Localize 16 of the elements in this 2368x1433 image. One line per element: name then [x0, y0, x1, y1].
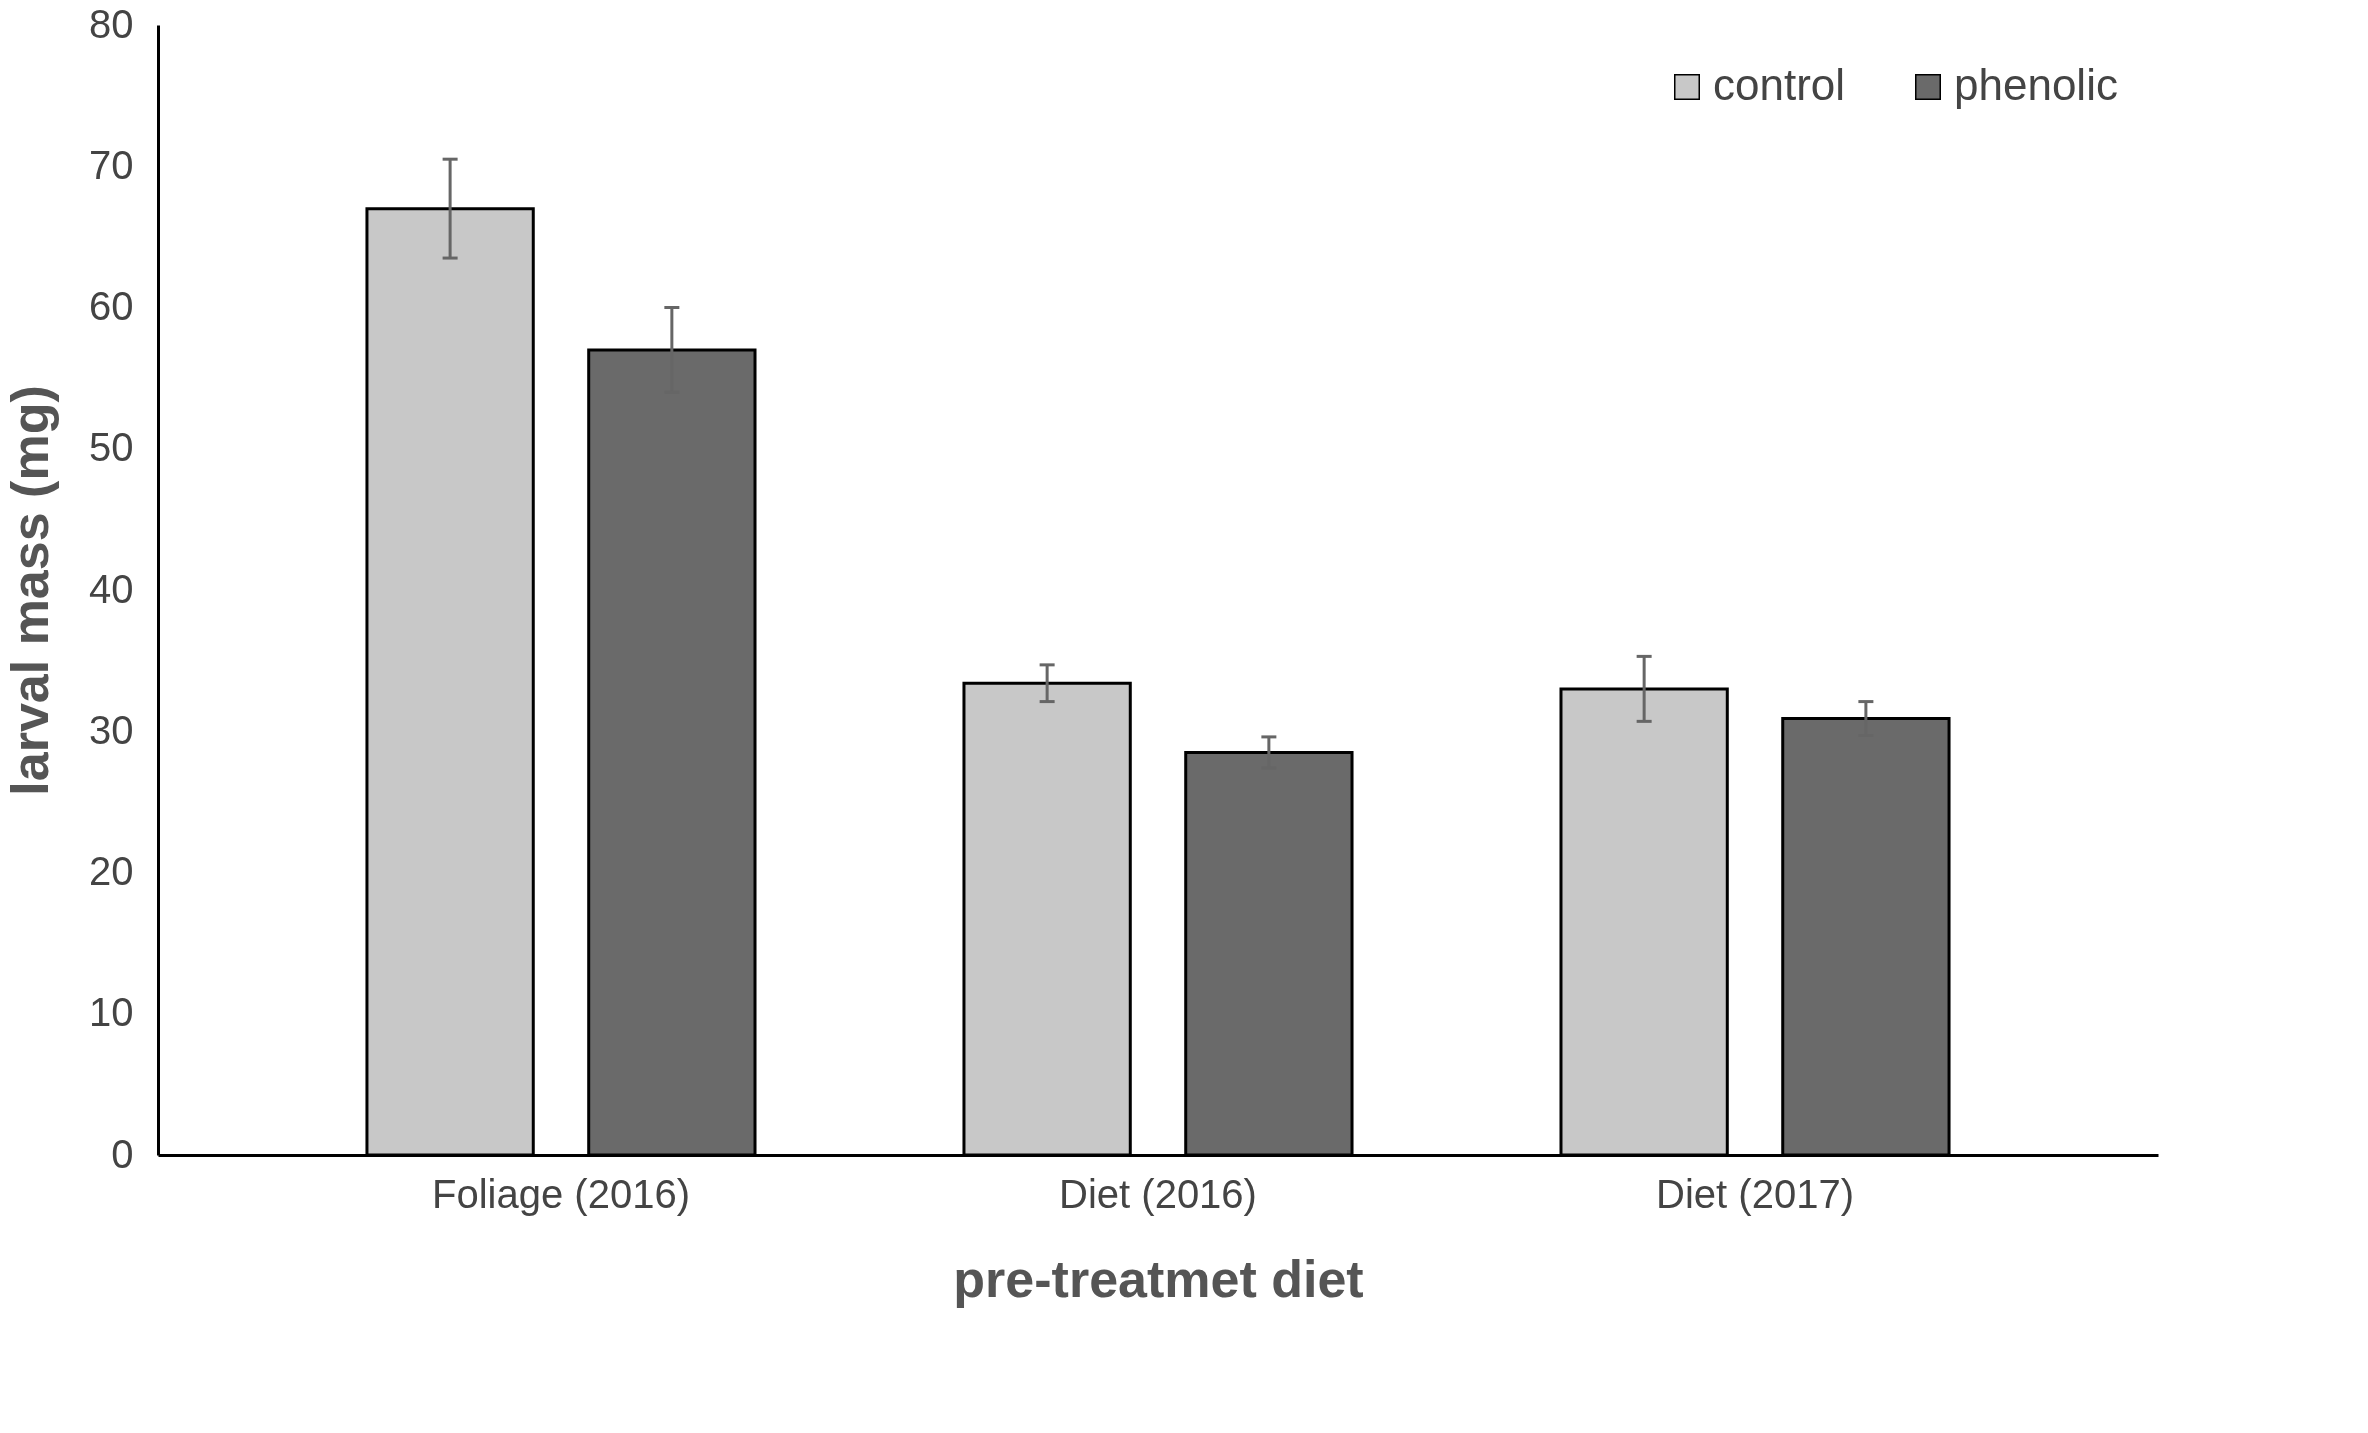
y-axis-title: larval mass (mg) [1, 385, 60, 796]
y-tick-label: 60 [89, 284, 134, 328]
x-tick-label: Foliage (2016) [432, 1171, 690, 1216]
y-tick-label: 40 [89, 566, 134, 611]
legend-label: phenolic [1954, 60, 2118, 109]
y-tick-label: 50 [89, 425, 134, 470]
y-tick-label: 30 [89, 707, 134, 752]
y-tick-label: 20 [89, 849, 134, 893]
y-tick-label: 70 [89, 142, 134, 187]
legend-label: control [1713, 60, 1846, 109]
x-tick-label: Diet (2017) [1656, 1171, 1854, 1216]
x-tick-label: Diet (2016) [1059, 1171, 1257, 1216]
y-tick-label: 80 [89, 1, 134, 46]
x-axis-title: pre-treatmet diet [953, 1249, 1364, 1308]
y-tick-label: 10 [89, 990, 134, 1035]
y-tick-label: 0 [111, 1131, 134, 1176]
